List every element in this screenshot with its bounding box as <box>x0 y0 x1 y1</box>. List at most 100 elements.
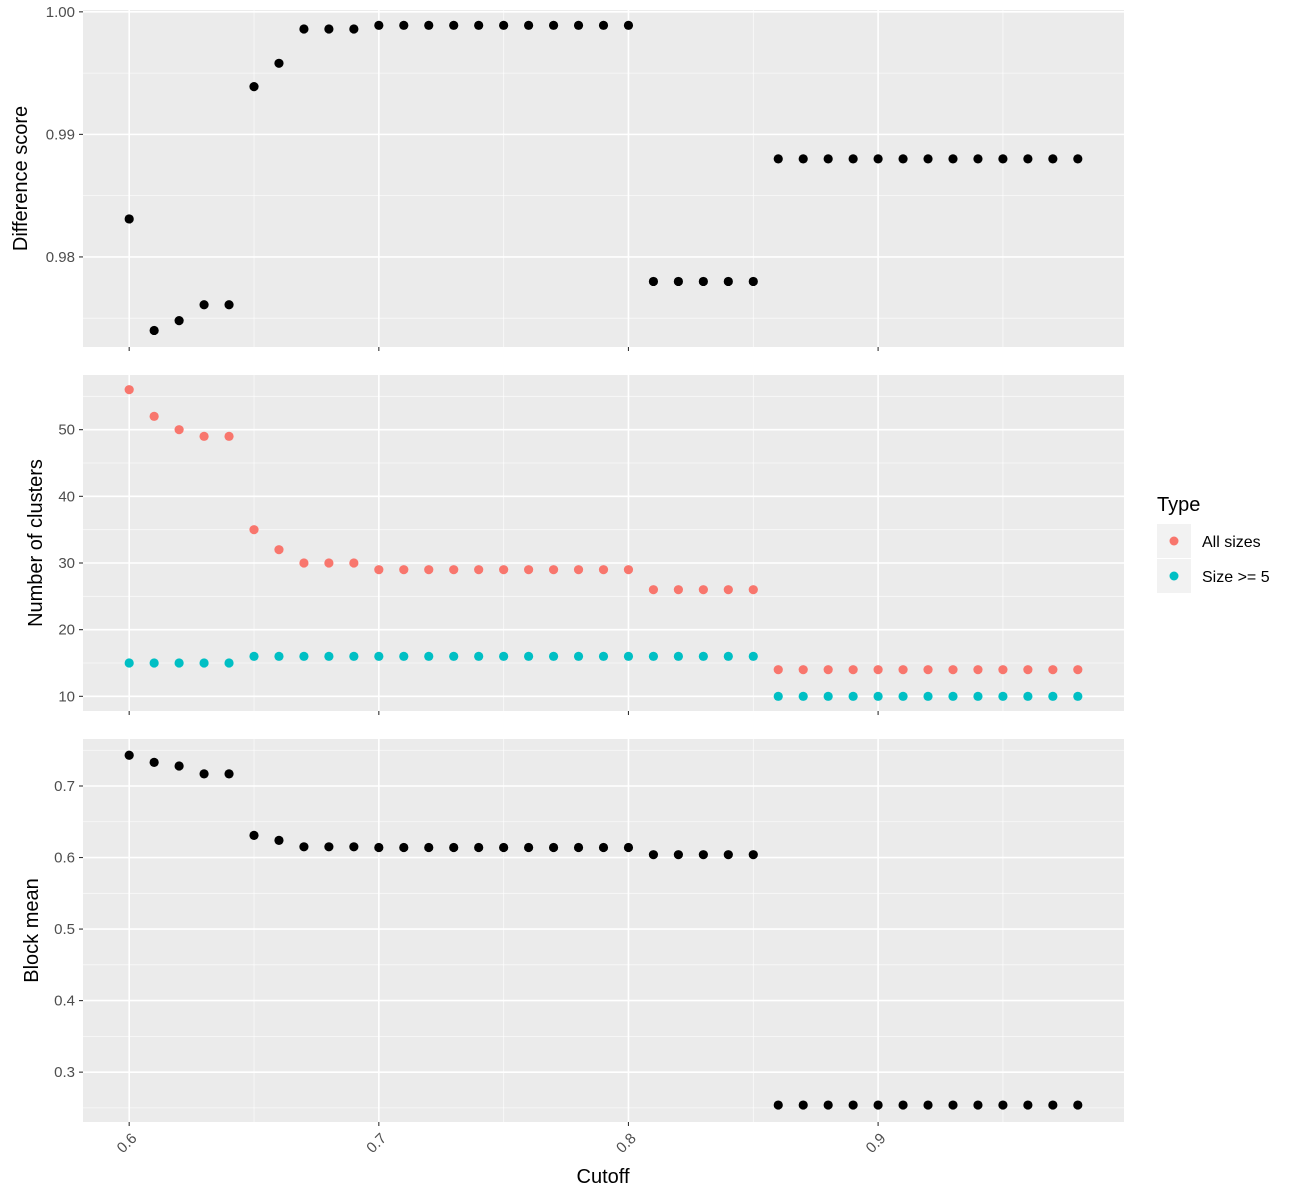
data-point <box>324 842 334 852</box>
data-point <box>499 651 509 661</box>
series-size-5 <box>124 651 1083 701</box>
data-point <box>324 24 334 34</box>
data-point <box>823 1100 833 1110</box>
data-point <box>349 842 359 852</box>
y-axis-title: Difference score <box>10 106 32 251</box>
y-tick-label: 0.98 <box>46 249 75 266</box>
data-point <box>1073 1100 1083 1110</box>
data-point <box>773 691 783 701</box>
data-point <box>424 20 434 30</box>
data-point <box>998 665 1008 675</box>
data-point <box>374 565 384 575</box>
data-point <box>798 1100 808 1110</box>
legend-label-all-sizes: All sizes <box>1202 534 1261 551</box>
data-point <box>648 651 659 661</box>
data-point <box>374 20 384 30</box>
data-point <box>623 565 634 575</box>
data-point <box>773 154 783 164</box>
data-point <box>898 691 908 701</box>
y-tick-label: 0.3 <box>54 1064 75 1081</box>
data-point <box>898 1100 908 1110</box>
data-point <box>723 850 733 860</box>
data-point <box>224 658 234 668</box>
data-point <box>1073 154 1083 164</box>
data-point <box>174 761 184 771</box>
data-point <box>973 691 983 701</box>
data-point <box>149 325 159 336</box>
data-point <box>973 665 983 675</box>
data-point <box>274 58 284 68</box>
data-point <box>474 20 484 30</box>
y-axis-title: Block mean <box>21 878 43 983</box>
data-point <box>648 276 659 287</box>
data-point <box>873 1100 883 1110</box>
data-point <box>524 651 534 661</box>
data-point <box>673 585 683 595</box>
data-point <box>623 842 634 853</box>
data-point <box>499 20 509 30</box>
data-point <box>898 154 908 164</box>
data-point <box>698 585 708 595</box>
panel-background <box>83 739 1124 1122</box>
data-point <box>748 850 758 860</box>
data-point <box>524 842 534 853</box>
data-point <box>673 276 683 287</box>
data-point <box>449 842 459 853</box>
data-point <box>998 154 1008 164</box>
data-point <box>299 842 309 852</box>
data-point <box>449 565 459 575</box>
data-point <box>798 691 808 701</box>
data-point <box>573 565 584 575</box>
y-tick-label: 0.7 <box>54 778 75 795</box>
y-tick-label: 20 <box>58 622 75 639</box>
data-point <box>548 20 559 30</box>
legend-key-all-sizes <box>1169 536 1179 546</box>
data-point <box>998 1100 1008 1110</box>
panel-1: 0.98 0.99 1.00 Difference score <box>10 4 1124 351</box>
data-point <box>923 691 933 701</box>
data-point <box>174 425 184 435</box>
data-point <box>748 585 758 595</box>
data-point <box>249 525 259 535</box>
legend-key-size-ge-5 <box>1169 571 1179 581</box>
data-point <box>174 316 184 326</box>
legend: Type All sizes Size >= 5 <box>1157 494 1270 593</box>
data-point <box>923 665 933 675</box>
data-point <box>1073 665 1083 675</box>
data-point <box>499 565 509 575</box>
data-point <box>199 431 209 441</box>
data-point <box>374 842 384 853</box>
data-point <box>349 24 359 34</box>
data-point <box>274 651 284 661</box>
data-point <box>848 154 858 164</box>
data-point <box>149 658 159 668</box>
data-point <box>374 651 384 661</box>
y-tick-label: 50 <box>58 422 75 439</box>
data-point <box>224 431 234 441</box>
x-tick-label: 0.8 <box>613 1130 640 1157</box>
data-point <box>898 665 908 675</box>
data-point <box>1048 691 1058 701</box>
x-axis-title: Cutoff <box>577 1166 630 1188</box>
data-point <box>648 585 659 595</box>
data-point <box>324 558 334 568</box>
data-point <box>474 651 484 661</box>
y-tick-label: 0.4 <box>54 993 75 1010</box>
panels-layer: 0.98 0.99 1.00 Difference score 10 20 30 40 50 Nu… <box>10 4 1124 1157</box>
data-point <box>424 842 434 853</box>
panel-2: 10 20 30 40 50 Number of clusters <box>25 375 1124 715</box>
legend-label-size-ge-5: Size >= 5 <box>1202 569 1270 586</box>
data-point <box>923 1100 933 1110</box>
data-point <box>324 651 334 661</box>
data-point <box>598 565 609 575</box>
y-tick-label: 0.6 <box>54 850 75 867</box>
data-point <box>1048 1100 1058 1110</box>
x-tick-label: 0.7 <box>363 1130 390 1157</box>
data-point <box>598 842 609 853</box>
data-point <box>274 835 284 845</box>
data-point <box>698 276 708 287</box>
data-point <box>998 691 1008 701</box>
data-point <box>548 565 559 575</box>
series-points <box>124 20 1083 336</box>
data-point <box>449 651 459 661</box>
